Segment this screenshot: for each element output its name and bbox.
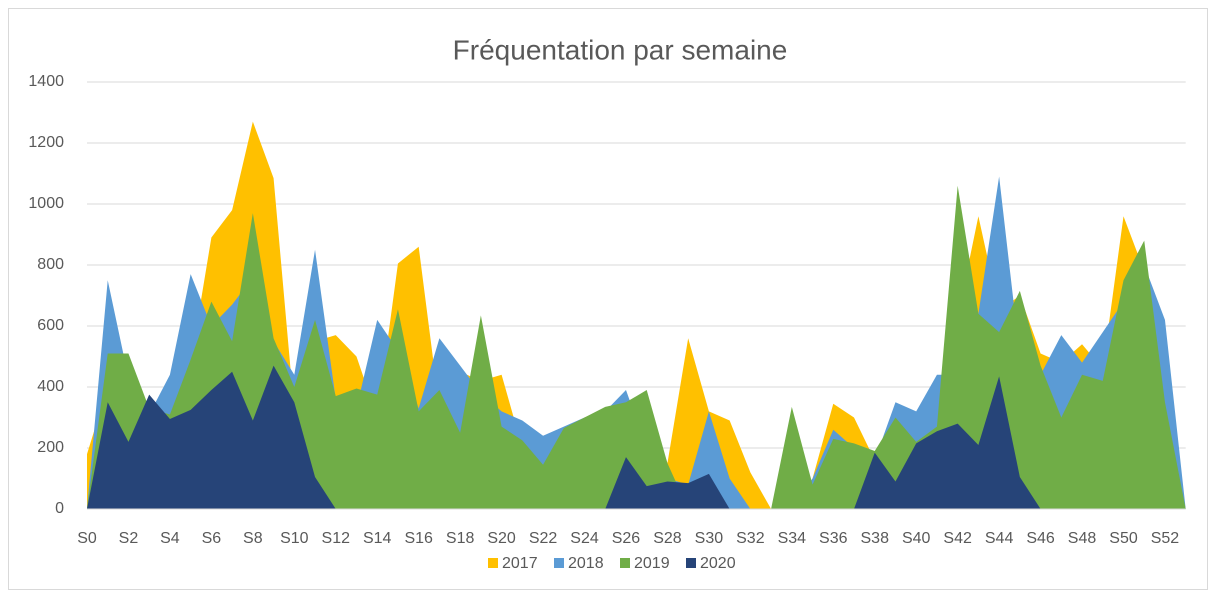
- legend-swatch: [554, 558, 564, 568]
- x-tick-label: S40: [902, 530, 931, 547]
- x-tick-label: S22: [529, 530, 558, 547]
- x-tick-label: S48: [1068, 530, 1097, 547]
- legend-label: 2019: [634, 555, 670, 572]
- x-tick-label: S6: [202, 530, 222, 547]
- x-tick-label: S50: [1109, 530, 1138, 547]
- x-tick-label: S38: [861, 530, 890, 547]
- y-tick-label: 200: [37, 439, 64, 456]
- x-tick-label: S8: [243, 530, 263, 547]
- x-tick-label: S44: [985, 530, 1014, 547]
- legend-swatch: [488, 558, 498, 568]
- x-tick-label: S14: [363, 530, 392, 547]
- y-tick-label: 1000: [28, 195, 64, 212]
- y-tick-label: 1400: [28, 73, 64, 90]
- y-tick-label: 0: [55, 500, 64, 517]
- x-tick-label: S42: [943, 530, 972, 547]
- x-tick-label: S16: [404, 530, 433, 547]
- x-tick-label: S12: [322, 530, 351, 547]
- x-tick-label: S36: [819, 530, 848, 547]
- legend-label: 2018: [568, 555, 604, 572]
- x-tick-label: S46: [1026, 530, 1055, 547]
- legend-swatch: [686, 558, 696, 568]
- x-tick-label: S52: [1151, 530, 1180, 547]
- x-tick-label: S28: [653, 530, 682, 547]
- x-tick-label: S32: [736, 530, 765, 547]
- legend-swatch: [620, 558, 630, 568]
- x-tick-label: S20: [487, 530, 516, 547]
- y-tick-label: 800: [37, 256, 64, 273]
- y-tick-label: 600: [37, 317, 64, 334]
- legend-label: 2017: [502, 555, 538, 572]
- y-tick-label: 1200: [28, 134, 64, 151]
- x-tick-label: S34: [778, 530, 807, 547]
- chart-title: Fréquentation par semaine: [453, 34, 788, 65]
- x-tick-label: S0: [77, 530, 97, 547]
- y-tick-label: 400: [37, 378, 64, 395]
- legend-label: 2020: [700, 555, 736, 572]
- x-tick-label: S18: [446, 530, 475, 547]
- area: [87, 185, 1186, 509]
- x-tick-label: S30: [695, 530, 724, 547]
- x-tick-label: S10: [280, 530, 309, 547]
- x-tick-label: S2: [119, 530, 139, 547]
- area: [87, 365, 1186, 509]
- x-tick-label: S26: [612, 530, 641, 547]
- x-tick-label: S4: [160, 530, 180, 547]
- x-tick-label: S24: [570, 530, 599, 547]
